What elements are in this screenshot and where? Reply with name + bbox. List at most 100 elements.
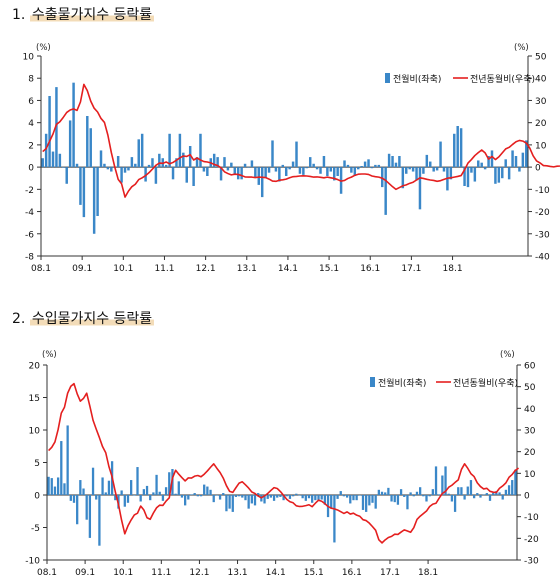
chart1-bar — [48, 96, 51, 168]
chart2-right-tick-label: -30 — [524, 557, 539, 567]
chart1-bar — [151, 158, 154, 168]
chart2-bar — [145, 485, 149, 495]
chart2-bar — [323, 495, 327, 505]
chart1-bar — [72, 82, 75, 168]
chart2-bar — [384, 492, 387, 495]
chart2-right-tick-label: 40 — [524, 405, 536, 415]
chart2-bar — [444, 466, 447, 495]
chart1-bar — [350, 167, 353, 173]
chart1-bars — [41, 82, 528, 234]
chart2-bar — [180, 495, 184, 498]
chart1-left-tick-label: 2 — [28, 141, 34, 151]
chart1-title-number: 1. — [12, 7, 26, 23]
chart1-bar — [473, 167, 477, 182]
chart2-bar — [101, 477, 104, 495]
chart1-bar — [175, 158, 178, 168]
chart2-bar — [253, 495, 257, 506]
chart2-bar — [358, 495, 361, 496]
chart2-bar — [371, 495, 374, 503]
chart1-bar — [521, 152, 525, 168]
chart1-bar — [326, 167, 329, 176]
chart2-bar — [231, 495, 234, 512]
chart2-bar — [190, 494, 193, 495]
chart1-bar — [230, 162, 233, 168]
chart1-bar — [405, 167, 408, 174]
chart2-bar — [514, 469, 517, 495]
chart1-bar — [336, 167, 339, 176]
chart1-bar — [518, 167, 521, 172]
chart2-bar — [380, 491, 384, 495]
chart2-yoy-line — [48, 382, 520, 544]
chart1-bar — [158, 153, 161, 168]
chart2-bar — [374, 495, 377, 509]
chart2-bar — [447, 493, 450, 495]
chart2-bar — [507, 485, 511, 495]
chart2-bar — [365, 495, 368, 512]
chart2-bar — [307, 495, 311, 499]
chart2-x-tick-label: 15.1 — [304, 568, 324, 578]
chart1-x-tick-label: 18.1 — [443, 264, 463, 274]
chart1-bar — [477, 160, 480, 168]
chart2-bar — [285, 495, 288, 497]
chart2-left-tick-label: 5 — [34, 459, 40, 469]
chart2-bar — [250, 495, 253, 504]
chart2-right-tick-label: 10 — [524, 470, 536, 480]
chart1-bar — [233, 167, 237, 175]
chart2-bar — [244, 495, 247, 501]
chart1-bar — [295, 141, 298, 168]
chart2-bar — [76, 495, 79, 525]
chart1-left-tick-label: -2 — [25, 186, 34, 196]
chart2-bar — [168, 472, 171, 495]
chart2-left-tick-label: 20 — [29, 362, 41, 372]
chart2-bar — [95, 495, 98, 500]
chart1-bar — [463, 167, 466, 186]
chart2-bar — [472, 495, 476, 499]
chart2-bar — [511, 480, 514, 495]
chart1-bar — [199, 133, 202, 168]
chart2-bar — [457, 487, 460, 495]
chart2-bar — [234, 495, 238, 497]
chart2-bar — [257, 493, 260, 495]
chart1-legend-bar-swatch — [385, 73, 390, 83]
chart2-legend: 전월비(좌축) 전년동월비(우축) — [370, 377, 518, 389]
chart1-tick-labels: 1086420-2-4-6-850403020100-10-20-30-4008… — [23, 53, 550, 275]
chart2-bar — [177, 481, 180, 495]
chart2-bar — [209, 489, 212, 495]
chart2-bar — [412, 495, 415, 497]
chart2-bar — [349, 495, 352, 504]
chart2-bar — [390, 495, 393, 502]
chart1-left-tick-label: 8 — [28, 75, 34, 85]
chart2-bar — [206, 486, 209, 495]
chart2-title: 2. 수입물가지수 등락률 — [12, 308, 155, 328]
chart1-bar — [411, 167, 415, 172]
chart2-x-tick-label: 11.1 — [151, 568, 171, 578]
chart2-bar — [228, 495, 231, 509]
chart1-bar — [284, 167, 288, 176]
chart2-x-tick-label: 13.1 — [228, 568, 248, 578]
chart1-bar — [82, 167, 86, 218]
chart1-yoy-line — [42, 83, 560, 198]
chart2-bar — [56, 477, 60, 495]
chart2-bar — [498, 492, 501, 495]
chart1-bar — [525, 140, 528, 168]
chart1-bar — [264, 167, 267, 179]
chart1-right-tick-label: -20 — [535, 208, 550, 218]
chart1-bar — [453, 133, 456, 168]
chart1-bar — [86, 116, 89, 168]
chart2-bar — [126, 495, 130, 503]
chart1-left-unit: (%) — [36, 43, 51, 53]
chart2-bar — [282, 495, 285, 501]
chart1-bar — [353, 167, 357, 176]
chart2-bars — [47, 425, 517, 546]
chart1-bar — [96, 167, 99, 216]
chart1-bar — [110, 167, 113, 172]
chart2-bar — [50, 478, 53, 495]
chart2-bar — [272, 495, 276, 501]
chart1-bar — [494, 167, 497, 184]
chart2-bar — [482, 494, 485, 495]
chart1-bar — [99, 150, 103, 168]
chart2-bar — [104, 492, 107, 495]
chart1-right-unit: (%) — [514, 43, 529, 53]
chart1-bar — [140, 133, 144, 168]
chart1-bar — [164, 164, 168, 168]
